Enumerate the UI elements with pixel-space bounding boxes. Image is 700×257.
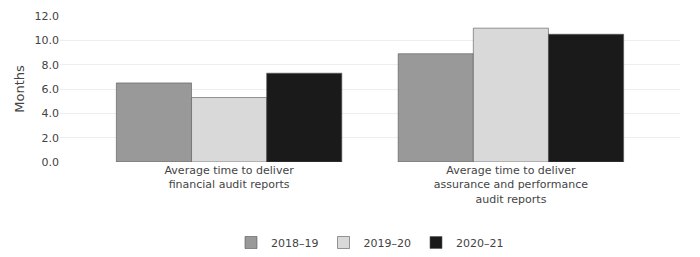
svg-text:12.0: 12.0: [35, 10, 60, 23]
svg-text:8.0: 8.0: [42, 59, 60, 72]
svg-text:10.0: 10.0: [35, 34, 60, 47]
svg-text:Average time to deliverassuran: Average time to deliverassurance and per…: [434, 164, 589, 206]
svg-text:Average time to deliverfinanci: Average time to deliverfinancial audit r…: [164, 164, 294, 191]
svg-text:2.0: 2.0: [42, 132, 60, 145]
svg-text:2018–19: 2018–19: [271, 237, 319, 250]
svg-text:0.0: 0.0: [42, 156, 60, 169]
svg-text:Months: Months: [12, 65, 27, 113]
svg-text:4.0: 4.0: [42, 107, 60, 120]
svg-text:2020–21: 2020–21: [456, 237, 504, 250]
svg-text:2019–20: 2019–20: [364, 237, 412, 250]
svg-text:6.0: 6.0: [42, 83, 60, 96]
